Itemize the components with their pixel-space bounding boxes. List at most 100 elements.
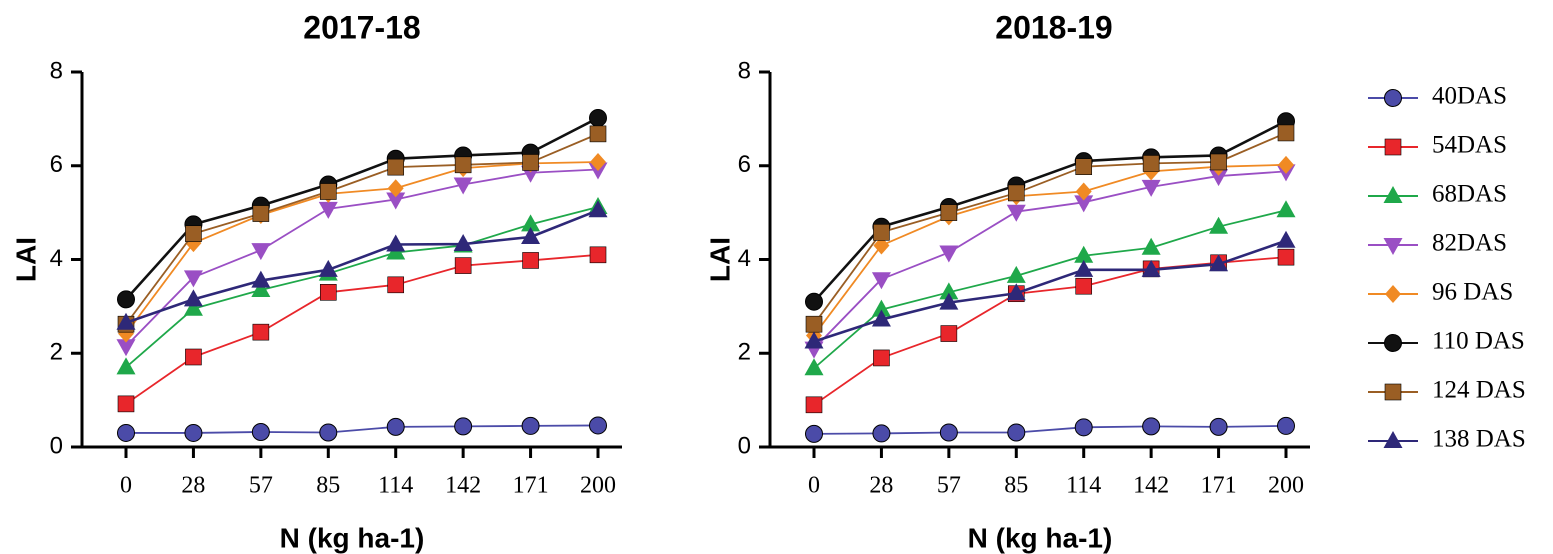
x-axis-label: N (kg ha-1) xyxy=(280,522,425,553)
data-point-82das xyxy=(939,245,959,263)
x-tick-label: 28 xyxy=(869,473,893,499)
data-point-68das xyxy=(1276,200,1296,218)
data-point-68das xyxy=(183,298,203,316)
data-point-138-das xyxy=(871,309,891,327)
y-tick-label: 2 xyxy=(738,339,751,366)
chart-panel-2018-19: 2018-19 0 2 4 6 8 0 28 57 85 114 142 171 200 N (kg ha-… xyxy=(704,9,1310,553)
legend-label: 54DAS xyxy=(1432,132,1507,159)
x-tick-label: 171 xyxy=(1201,473,1237,499)
x-tick-label: 57 xyxy=(937,473,961,499)
data-point-138-das xyxy=(318,259,338,277)
series-line-110-das xyxy=(125,116,599,301)
data-point-40das xyxy=(521,416,540,435)
legend-marker xyxy=(1383,186,1403,203)
legend: 40DAS 54DAS 68DAS 82DAS 96 DAS 110 DAS 124 DAS… xyxy=(1368,83,1526,453)
data-point-110-das xyxy=(805,292,823,311)
legend-marker xyxy=(1384,138,1402,156)
data-point-138-das xyxy=(251,270,271,288)
data-point-40das xyxy=(1142,417,1161,436)
data-point-138-das xyxy=(804,331,824,349)
data-point-68das xyxy=(1074,245,1094,263)
data-point-96-das xyxy=(1075,182,1092,201)
data-point-82das xyxy=(318,201,338,219)
data-point-40das xyxy=(1209,417,1228,436)
x-axis-label: N (kg ha-1) xyxy=(968,522,1113,553)
series-line-54das xyxy=(813,256,1287,406)
y-tick-label: 2 xyxy=(50,339,63,366)
legend-entry-54das: 54DAS xyxy=(1368,132,1507,159)
legend-marker xyxy=(1384,383,1402,401)
series-line-40das xyxy=(813,425,1287,435)
series-line-138-das xyxy=(125,209,599,325)
data-point-54das xyxy=(252,323,270,341)
y-tick-label: 6 xyxy=(50,151,63,178)
data-point-54das xyxy=(117,395,135,413)
legend-label: 82DAS xyxy=(1432,230,1507,257)
series-line-54das xyxy=(125,253,599,405)
data-point-82das xyxy=(1074,195,1094,213)
legend-marker xyxy=(1383,431,1403,448)
data-point-138-das xyxy=(1209,254,1229,272)
data-point-68das xyxy=(871,299,891,317)
data-point-138-das xyxy=(183,289,203,307)
data-point-40das xyxy=(319,423,338,442)
data-point-40das xyxy=(939,423,958,442)
data-point-124-das xyxy=(522,154,539,171)
y-tick-label: 0 xyxy=(738,432,751,459)
data-point-110-das xyxy=(117,290,135,309)
x-tick-label: 28 xyxy=(181,473,205,499)
data-point-68das xyxy=(1141,237,1161,255)
data-point-54das xyxy=(454,257,472,274)
y-axis-label: LAI xyxy=(704,237,735,282)
legend-label: 124 DAS xyxy=(1432,377,1526,404)
legend-entry-96-das: 96 DAS xyxy=(1368,279,1513,306)
series-line-138-das xyxy=(813,239,1287,343)
data-point-68das xyxy=(251,279,271,297)
data-point-96-das xyxy=(1278,155,1294,174)
x-tick-label: 85 xyxy=(1004,473,1028,499)
data-point-40das xyxy=(805,424,823,443)
y-tick-label: 4 xyxy=(50,245,63,272)
series-54das xyxy=(117,246,607,413)
data-point-138-das xyxy=(1141,259,1161,277)
data-point-54das xyxy=(387,276,405,294)
chart-title: 2018-19 xyxy=(995,9,1112,45)
y-axis-label: LAI xyxy=(10,237,41,282)
x-tick-label: 0 xyxy=(808,473,820,499)
y-tick-label: 8 xyxy=(738,57,751,84)
data-point-68das xyxy=(939,282,959,300)
data-point-54das xyxy=(1277,248,1295,266)
series-line-68das xyxy=(125,206,599,368)
data-point-138-das xyxy=(1276,230,1296,248)
data-point-40das xyxy=(1074,418,1093,437)
data-point-54das xyxy=(1075,277,1093,295)
data-point-40das xyxy=(117,423,135,442)
data-point-54das xyxy=(940,325,958,342)
data-point-82das xyxy=(1209,169,1229,187)
data-point-40das xyxy=(1277,416,1295,435)
legend-label: 138 DAS xyxy=(1432,426,1526,453)
legend-entry-82das: 82DAS xyxy=(1368,230,1507,257)
data-point-96-das xyxy=(873,236,890,255)
data-point-124-das xyxy=(1075,158,1093,175)
data-point-82das xyxy=(1006,204,1026,222)
y-tick-label: 4 xyxy=(738,245,751,272)
data-point-124-das xyxy=(1210,153,1227,171)
data-point-138-das xyxy=(521,227,541,244)
data-point-54das xyxy=(805,396,823,414)
series-line-82das xyxy=(125,168,599,347)
x-tick-label: 114 xyxy=(1066,473,1101,499)
data-point-124-das xyxy=(454,156,472,174)
data-point-68das xyxy=(521,214,541,232)
series-line-110-das xyxy=(813,120,1287,303)
data-point-82das xyxy=(453,177,473,195)
data-point-110-das xyxy=(589,108,607,127)
legend-label: 68DAS xyxy=(1432,181,1507,208)
data-point-124-das xyxy=(589,125,607,143)
series-68das xyxy=(804,200,1296,376)
x-tick-label: 0 xyxy=(120,473,132,499)
data-point-54das xyxy=(873,349,890,367)
legend-entry-124-das: 124 DAS xyxy=(1368,377,1526,404)
legend-label: 40DAS xyxy=(1432,83,1507,110)
